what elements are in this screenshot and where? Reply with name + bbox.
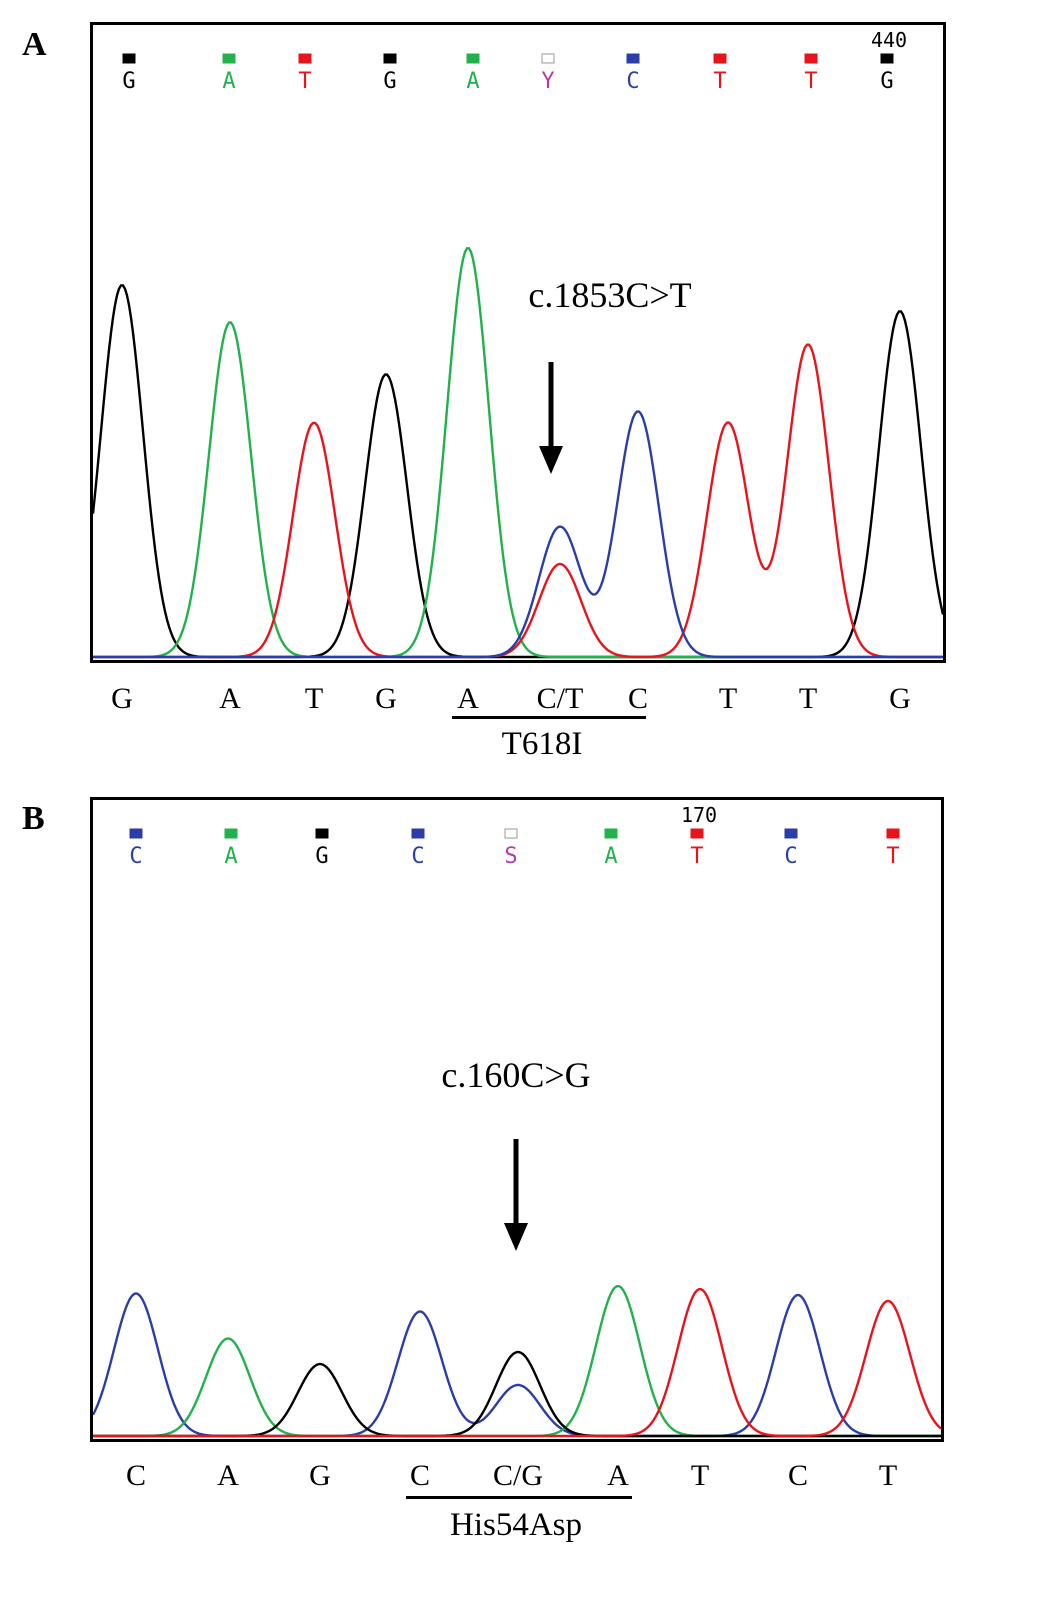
sequence-base: C/T	[536, 682, 584, 715]
sequence-base: T	[798, 682, 818, 715]
sequence-base: C	[125, 1459, 147, 1492]
mutation-label-b: c.160C>G	[441, 1055, 591, 1095]
base-call-marker	[626, 53, 640, 64]
base-call-letter: S	[504, 844, 517, 869]
base-call-marker	[466, 53, 480, 64]
sequence-base: C	[787, 1459, 809, 1492]
mutation-label-a: c.1853C>T	[528, 275, 692, 315]
trace-c	[93, 410, 943, 659]
base-call-marker	[411, 828, 425, 839]
base-call-marker	[690, 828, 704, 839]
base-call-letter: G	[315, 844, 328, 869]
base-call-marker	[804, 53, 818, 64]
sequence-base: T	[304, 682, 324, 715]
base-call-marker	[541, 53, 555, 64]
sequence-base: A	[217, 1459, 239, 1492]
base-call-marker	[129, 828, 143, 839]
trace-c	[93, 1292, 941, 1438]
base-call-letter: T	[713, 69, 726, 94]
codon-underline-a	[452, 716, 646, 719]
position-number: 440	[871, 28, 907, 52]
base-call-letter: C	[411, 844, 424, 869]
sequence-base: C	[409, 1459, 431, 1492]
base-call-letter: Y	[541, 69, 554, 94]
base-call-letter: G	[383, 69, 396, 94]
chromatogram-frame-b: 170 C A G C S A T C T	[90, 797, 944, 1442]
trace-t	[93, 343, 943, 659]
base-call-letter: G	[122, 69, 135, 94]
base-call-marker	[298, 53, 312, 64]
sequence-base: G	[309, 1459, 331, 1492]
sequence-base: C	[627, 682, 649, 715]
trace-g	[93, 1350, 941, 1438]
mutation-arrow-a	[539, 362, 563, 474]
base-call-marker	[886, 828, 900, 839]
base-call-marker	[880, 53, 894, 64]
base-call-letter: A	[224, 844, 237, 869]
sequence-base: A	[607, 1459, 629, 1492]
base-call-marker	[604, 828, 618, 839]
base-call-letter: C	[784, 844, 797, 869]
sequence-base: C/G	[492, 1459, 544, 1492]
mutation-arrow-b	[504, 1139, 528, 1251]
base-call-marker	[222, 53, 236, 64]
sequence-base: T	[718, 682, 738, 715]
sequence-base: G	[111, 682, 133, 715]
trace-a	[93, 1285, 941, 1438]
chromatogram-frame-a: 440 G A T G A Y C T T G	[90, 22, 946, 663]
base-call-letter: C	[626, 69, 639, 94]
trace-a	[93, 247, 943, 659]
sequence-base: G	[889, 682, 911, 715]
position-number: 170	[681, 803, 717, 827]
panel-letter-a: A	[22, 26, 47, 63]
sequence-base: A	[457, 682, 479, 715]
chromatogram-b: 170 C A G C S A T C T	[93, 803, 941, 1438]
trace-g	[93, 284, 943, 659]
base-call-letter: T	[298, 69, 311, 94]
base-call-letter: G	[880, 69, 893, 94]
sequence-base: T	[878, 1459, 898, 1492]
base-call-marker	[122, 53, 136, 64]
base-call-letter: T	[804, 69, 817, 94]
base-call-letter: C	[129, 844, 142, 869]
base-call-letter: A	[604, 844, 617, 869]
sequence-base: G	[375, 682, 397, 715]
base-call-marker	[315, 828, 329, 839]
sequence-base: T	[690, 1459, 710, 1492]
codon-underline-b	[406, 1496, 632, 1499]
sequence-base: A	[219, 682, 241, 715]
base-call-letter: A	[466, 69, 479, 94]
chromatogram-a: 440 G A T G A Y C T T G	[93, 28, 943, 659]
base-call-marker	[713, 53, 727, 64]
base-call-marker	[383, 53, 397, 64]
base-call-letter: A	[222, 69, 235, 94]
trace-t	[93, 1288, 941, 1438]
base-call-marker	[224, 828, 238, 839]
base-call-marker	[784, 828, 798, 839]
panel-letter-b: B	[22, 800, 45, 837]
base-call-letter: T	[886, 844, 899, 869]
protein-change-b: His54Asp	[449, 1507, 583, 1543]
protein-change-a: T618I	[501, 726, 583, 762]
base-call-letter: T	[690, 844, 703, 869]
base-call-marker	[504, 828, 518, 839]
